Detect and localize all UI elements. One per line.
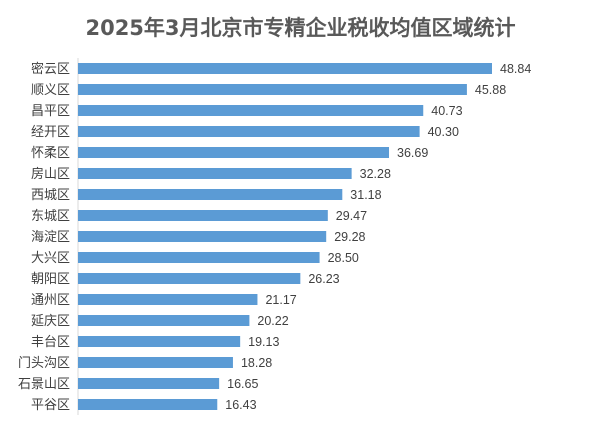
bar-11 <box>78 273 301 284</box>
value-label: 29.28 <box>334 230 365 244</box>
value-label: 32.28 <box>360 167 391 181</box>
value-label: 48.84 <box>500 62 531 76</box>
bar-15 <box>78 357 233 368</box>
bar-12 <box>78 294 258 305</box>
value-label: 16.43 <box>225 398 256 412</box>
category-label: 昌平区 <box>31 104 70 119</box>
category-label: 东城区 <box>31 209 70 224</box>
bar-6 <box>78 168 352 179</box>
bar-14 <box>78 336 241 347</box>
category-label: 经开区 <box>31 125 70 140</box>
bar-9 <box>78 231 327 242</box>
value-label: 45.88 <box>475 83 506 97</box>
value-label: 40.30 <box>428 125 459 139</box>
category-label: 延庆区 <box>31 314 70 329</box>
category-label: 丰台区 <box>31 335 70 350</box>
category-label: 密云区 <box>31 61 70 77</box>
value-label: 20.22 <box>257 314 288 328</box>
category-label: 怀柔区 <box>31 146 70 161</box>
category-label: 房山区 <box>31 166 70 182</box>
value-label: 26.23 <box>308 272 339 286</box>
category-label: 朝阳区 <box>31 272 70 287</box>
category-label: 顺义区 <box>31 83 70 98</box>
bar-8 <box>78 210 328 221</box>
bar-7 <box>78 189 343 200</box>
value-label: 19.13 <box>248 335 279 349</box>
bar-5 <box>78 147 390 158</box>
value-label: 21.17 <box>265 293 296 307</box>
category-label: 通州区 <box>31 293 70 308</box>
value-label: 16.65 <box>227 377 258 391</box>
category-label: 海淀区 <box>31 230 70 245</box>
value-label: 18.28 <box>241 356 272 370</box>
category-label: 石景山区 <box>18 377 70 392</box>
category-label: 西城区 <box>31 188 70 203</box>
bar-4 <box>78 126 420 137</box>
bar-13 <box>78 315 250 326</box>
chart-title: 2025年3月北京市专精企业税收均值区域统计 <box>85 16 516 40</box>
bar-16 <box>78 378 220 389</box>
value-label: 29.47 <box>336 209 367 223</box>
category-label: 门头沟区 <box>18 356 70 371</box>
bar-17 <box>78 399 218 410</box>
category-label: 平谷区 <box>31 398 70 413</box>
value-label: 31.18 <box>350 188 381 202</box>
bar-1 <box>78 63 492 74</box>
bar-2 <box>78 84 467 95</box>
bar-10 <box>78 252 320 263</box>
value-label: 40.73 <box>431 104 462 118</box>
category-label: 大兴区 <box>31 251 70 266</box>
value-label: 28.50 <box>328 251 359 265</box>
bars <box>78 63 492 410</box>
bar-3 <box>78 105 424 116</box>
category-labels: 密云区顺义区昌平区经开区怀柔区房山区西城区东城区海淀区大兴区朝阳区通州区延庆区丰… <box>18 61 70 413</box>
value-label: 36.69 <box>397 146 428 160</box>
